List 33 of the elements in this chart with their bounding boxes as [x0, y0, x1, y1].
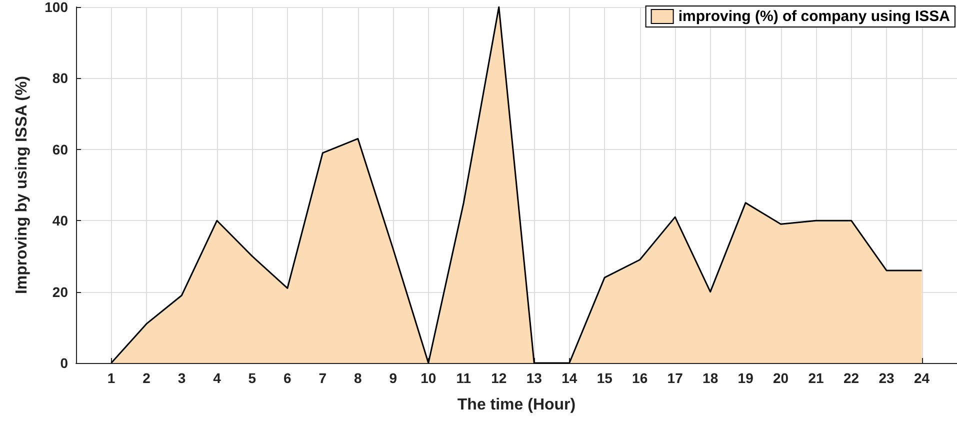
x-tick-label: 14 — [562, 370, 578, 386]
x-tick-label: 21 — [808, 370, 824, 386]
x-tick-label: 10 — [420, 370, 436, 386]
x-tick-label: 17 — [667, 370, 684, 386]
x-axis-title: The time (Hour) — [457, 396, 576, 414]
y-tick-label: 20 — [52, 284, 68, 300]
x-tick-label: 4 — [213, 370, 222, 386]
x-tick-label: 22 — [843, 370, 860, 386]
x-tick-label: 24 — [914, 370, 930, 386]
legend-label: improving (%) of company using ISSA — [678, 8, 950, 25]
x-tick-label: 3 — [178, 370, 186, 386]
x-tick-label: 2 — [142, 370, 151, 386]
y-axis-title: Improving by using ISSA (%) — [14, 76, 30, 294]
y-tick-label: 40 — [52, 212, 68, 229]
x-tick-label: 6 — [284, 370, 292, 386]
x-tick-label: 16 — [632, 370, 648, 386]
x-tick-label: 23 — [878, 370, 895, 386]
y-tick-label: 100 — [44, 0, 68, 15]
x-tick-label: 19 — [738, 370, 754, 386]
x-tick-label: 5 — [248, 370, 256, 386]
x-tick-label: 13 — [526, 370, 542, 386]
x-tick-label: 7 — [318, 370, 327, 386]
x-tick-label: 11 — [456, 370, 472, 386]
y-tick-label: 60 — [52, 141, 68, 158]
x-tick-label: 15 — [596, 370, 613, 386]
y-tick-label: 80 — [52, 70, 68, 86]
x-tick-label: 8 — [354, 370, 362, 386]
x-tick-label: 20 — [773, 370, 789, 386]
x-tick-label: 12 — [491, 370, 507, 386]
x-tick-label: 1 — [107, 370, 116, 386]
x-tick-label: 18 — [702, 370, 718, 386]
x-tick-label: 9 — [389, 370, 398, 386]
y-tick-label: 0 — [60, 355, 68, 371]
